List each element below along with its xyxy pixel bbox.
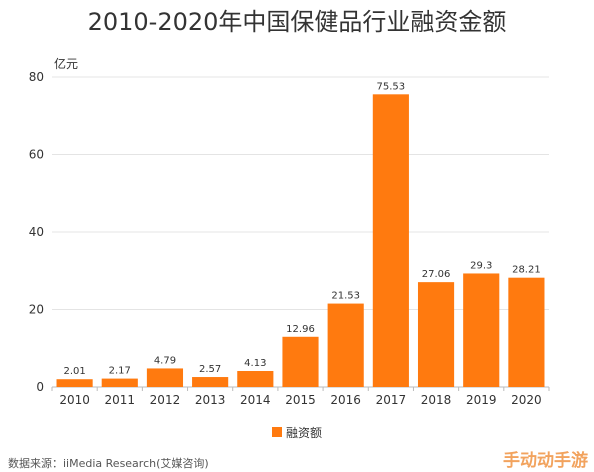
x-tick-label: 2011 xyxy=(104,393,135,407)
source-note: 数据来源：iiMedia Research(艾媒咨询) xyxy=(8,457,209,470)
y-tick-label: 40 xyxy=(29,225,44,239)
x-tick-label: 2017 xyxy=(376,393,407,407)
bar-2020 xyxy=(508,277,545,387)
y-axis-ticks: 0 20 40 60 80 xyxy=(29,70,44,394)
y-tick-label: 80 xyxy=(29,70,44,84)
legend-swatch xyxy=(272,427,282,437)
bar-2013 xyxy=(192,377,229,387)
x-tick-label: 2015 xyxy=(285,393,316,407)
bar-2018 xyxy=(417,282,455,387)
bar-labels: 2.01 2.17 4.79 2.57 4.13 12.96 21.53 75.53 27.06… xyxy=(63,81,540,377)
bars xyxy=(56,94,545,387)
bar-2014 xyxy=(237,370,274,387)
bar-value-label: 29.3 xyxy=(470,260,492,271)
bar-value-label: 12.96 xyxy=(286,324,315,335)
x-tick-label: 2012 xyxy=(150,393,181,407)
y-tick-label: 60 xyxy=(29,148,44,162)
bar-value-label: 4.13 xyxy=(244,358,266,369)
x-tick-label: 2018 xyxy=(421,393,452,407)
x-tick-label: 2010 xyxy=(59,393,90,407)
x-tick-label: 2013 xyxy=(195,393,226,407)
x-tick-label: 2019 xyxy=(466,393,497,407)
bar-2015 xyxy=(282,336,319,387)
bar-2017 xyxy=(372,94,409,387)
chart-title: 2010-2020年中国保健品行业融资金额 xyxy=(87,8,507,36)
x-tick-label: 2014 xyxy=(240,393,271,407)
bar-value-label: 27.06 xyxy=(422,269,451,280)
legend-label: 融资额 xyxy=(286,426,323,440)
bar-2012 xyxy=(146,368,184,387)
bar-value-label: 2.01 xyxy=(63,366,85,377)
bar-value-label: 4.79 xyxy=(154,355,176,366)
bar-2019 xyxy=(463,273,500,387)
bar-2016 xyxy=(327,303,364,387)
bar-value-label: 2.57 xyxy=(199,364,221,375)
bar-2011 xyxy=(101,378,138,387)
bar-value-label: 21.53 xyxy=(331,291,360,302)
bar-2010 xyxy=(56,379,93,387)
bar-value-label: 75.53 xyxy=(377,81,406,92)
y-tick-label: 20 xyxy=(29,303,44,317)
bar-value-label: 2.17 xyxy=(109,366,131,377)
x-axis-ticks: 2010 2011 2012 2013 2014 2015 2016 2017 2018 2019… xyxy=(51,387,550,407)
bar-value-label: 28.21 xyxy=(512,265,541,276)
y-tick-label: 0 xyxy=(36,380,44,394)
x-tick-label: 2020 xyxy=(511,393,542,407)
watermark: 手动动手游 xyxy=(503,451,588,471)
x-tick-label: 2016 xyxy=(330,393,361,407)
y-axis-unit: 亿元 xyxy=(54,56,78,71)
